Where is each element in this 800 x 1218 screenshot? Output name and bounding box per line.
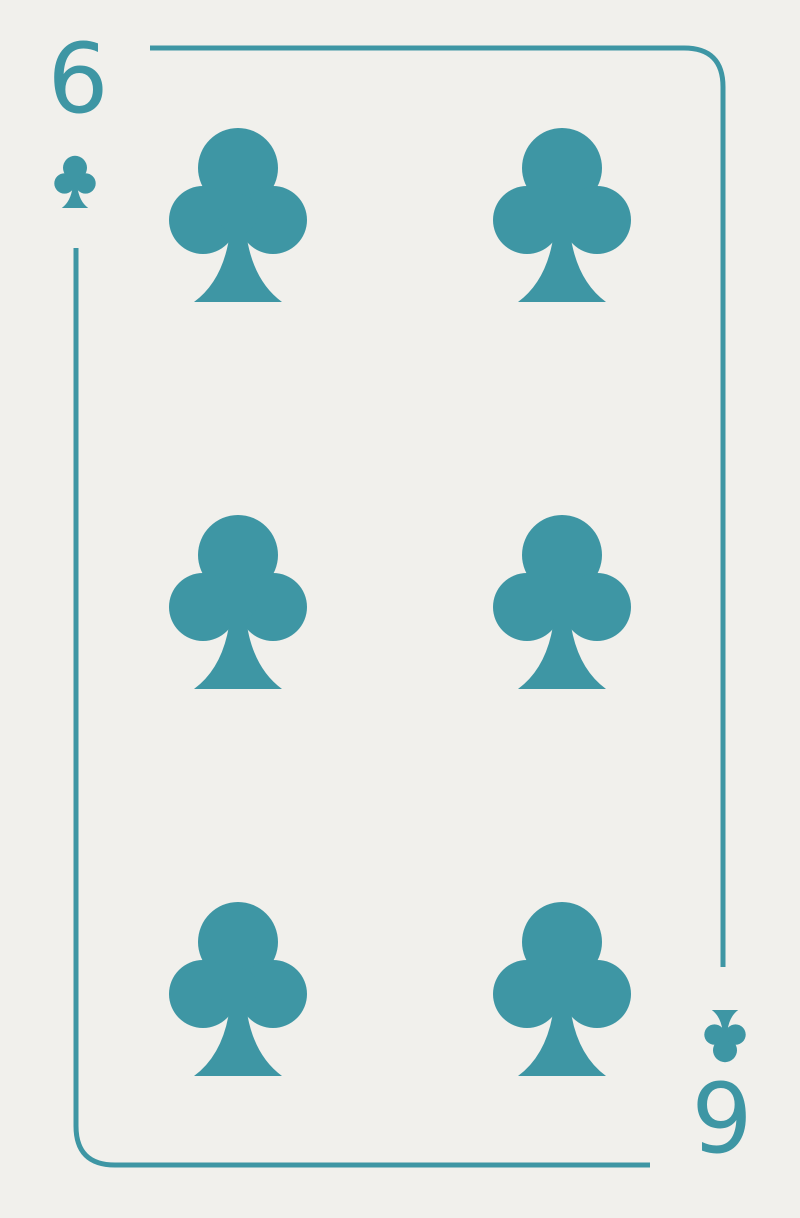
corner-index-bottom-right: 6 [691, 1059, 752, 1171]
club-icon [493, 902, 631, 1076]
card-border [73, 45, 726, 1168]
pips [169, 128, 631, 1076]
club-icon [493, 515, 631, 689]
club-icon [704, 1010, 746, 1063]
club-icon [169, 515, 307, 689]
club-icon [54, 155, 96, 208]
border-bottom-left [73, 248, 650, 1168]
club-icon [493, 128, 631, 302]
club-icon [169, 902, 307, 1076]
border-top-right [150, 45, 726, 967]
club-icon [169, 128, 307, 302]
rank-label-top: 6 [47, 23, 108, 135]
rank-label-bottom: 6 [691, 1059, 752, 1171]
corner-index-top-left: 6 [47, 23, 109, 208]
